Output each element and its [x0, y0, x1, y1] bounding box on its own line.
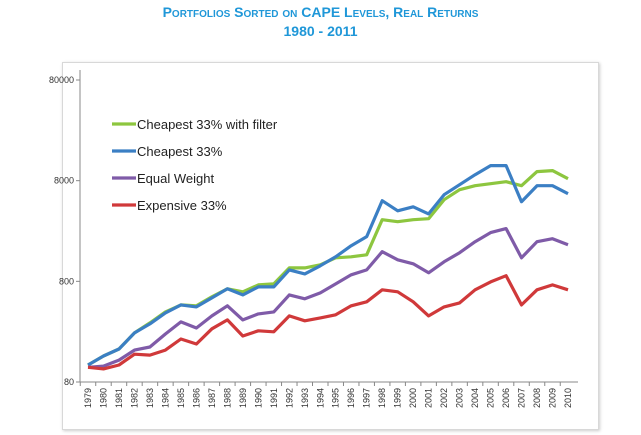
legend-label: Cheapest 33% with filter	[137, 117, 278, 132]
x-tick-label: 1987	[207, 388, 217, 408]
x-tick-label: 1991	[269, 388, 279, 408]
x-tick-label: 1990	[253, 388, 263, 408]
x-tick-label: 1994	[315, 388, 325, 408]
y-tick-label: 800	[59, 276, 74, 286]
x-tick-label: 1992	[284, 388, 294, 408]
series-line-1	[87, 164, 569, 367]
x-tick-label: 2001	[424, 388, 434, 408]
x-tick-label: 1980	[98, 388, 108, 408]
x-tick-label: 2004	[470, 388, 480, 408]
x-tick-label: 1997	[362, 388, 372, 408]
x-tick-label: 1995	[331, 388, 341, 408]
x-tick-label: 2010	[563, 388, 573, 408]
x-tick-label: 1984	[160, 388, 170, 408]
x-tick-label: 1989	[238, 388, 248, 408]
x-tick-label: 1983	[145, 388, 155, 408]
x-tick-label: 1999	[393, 388, 403, 408]
legend-label: Equal Weight	[137, 171, 214, 186]
x-tick-label: 2007	[517, 388, 527, 408]
x-tick-label: 1985	[176, 388, 186, 408]
x-tick-label: 1981	[114, 388, 124, 408]
x-tick-label: 1998	[377, 388, 387, 408]
x-tick-label: 2002	[439, 388, 449, 408]
x-tick-label: 1993	[300, 388, 310, 408]
x-tick-label: 1982	[129, 388, 139, 408]
x-tick-label: 2005	[486, 388, 496, 408]
y-tick-label: 80000	[49, 75, 74, 85]
x-tick-label: 2006	[501, 388, 511, 408]
y-tick-label: 80	[64, 377, 74, 387]
x-tick-label: 1979	[83, 388, 93, 408]
x-tick-label: 1988	[222, 388, 232, 408]
series-line-2	[87, 227, 569, 369]
x-tick-label: 1986	[191, 388, 201, 408]
y-tick-label: 8000	[54, 176, 74, 186]
chart-subtitle: 1980 - 2011	[283, 23, 358, 39]
legend-label: Expensive 33%	[137, 198, 227, 213]
x-tick-label: 2000	[408, 388, 418, 408]
x-tick-label: 2009	[548, 388, 558, 408]
x-tick-label: 2003	[455, 388, 465, 408]
series-line-3	[87, 274, 569, 371]
chart-frame	[62, 62, 599, 430]
chart-title: Portfolios Sorted on CAPE Levels, Real R…	[162, 4, 479, 20]
x-tick-label: 2008	[532, 388, 542, 408]
x-tick-label: 1996	[346, 388, 356, 408]
legend-label: Cheapest 33%	[137, 144, 223, 159]
